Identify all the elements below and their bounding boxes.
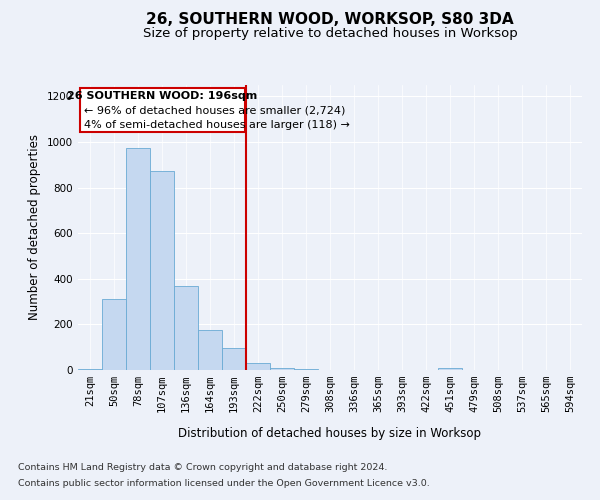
Bar: [222, 348, 246, 370]
Bar: [80, 88, 245, 132]
Bar: [294, 369, 318, 370]
Bar: [102, 300, 126, 370]
Y-axis label: Number of detached properties: Number of detached properties: [28, 134, 41, 320]
Bar: [270, 368, 294, 370]
Bar: [198, 330, 222, 370]
Text: Contains HM Land Registry data © Crown copyright and database right 2024.: Contains HM Land Registry data © Crown c…: [18, 464, 388, 472]
Text: ← 96% of detached houses are smaller (2,724): ← 96% of detached houses are smaller (2,…: [84, 106, 346, 116]
Text: 26, SOUTHERN WOOD, WORKSOP, S80 3DA: 26, SOUTHERN WOOD, WORKSOP, S80 3DA: [146, 12, 514, 28]
Text: 4% of semi-detached houses are larger (118) →: 4% of semi-detached houses are larger (1…: [84, 120, 350, 130]
Text: Size of property relative to detached houses in Worksop: Size of property relative to detached ho…: [143, 28, 517, 40]
Bar: [438, 368, 462, 370]
Bar: [78, 369, 102, 370]
Text: Contains public sector information licensed under the Open Government Licence v3: Contains public sector information licen…: [18, 478, 430, 488]
Bar: [174, 286, 198, 370]
Bar: [246, 363, 270, 370]
Bar: [150, 170, 174, 370]
Text: 26 SOUTHERN WOOD: 196sqm: 26 SOUTHERN WOOD: 196sqm: [67, 91, 258, 101]
Bar: [126, 148, 150, 370]
Text: Distribution of detached houses by size in Worksop: Distribution of detached houses by size …: [179, 428, 482, 440]
